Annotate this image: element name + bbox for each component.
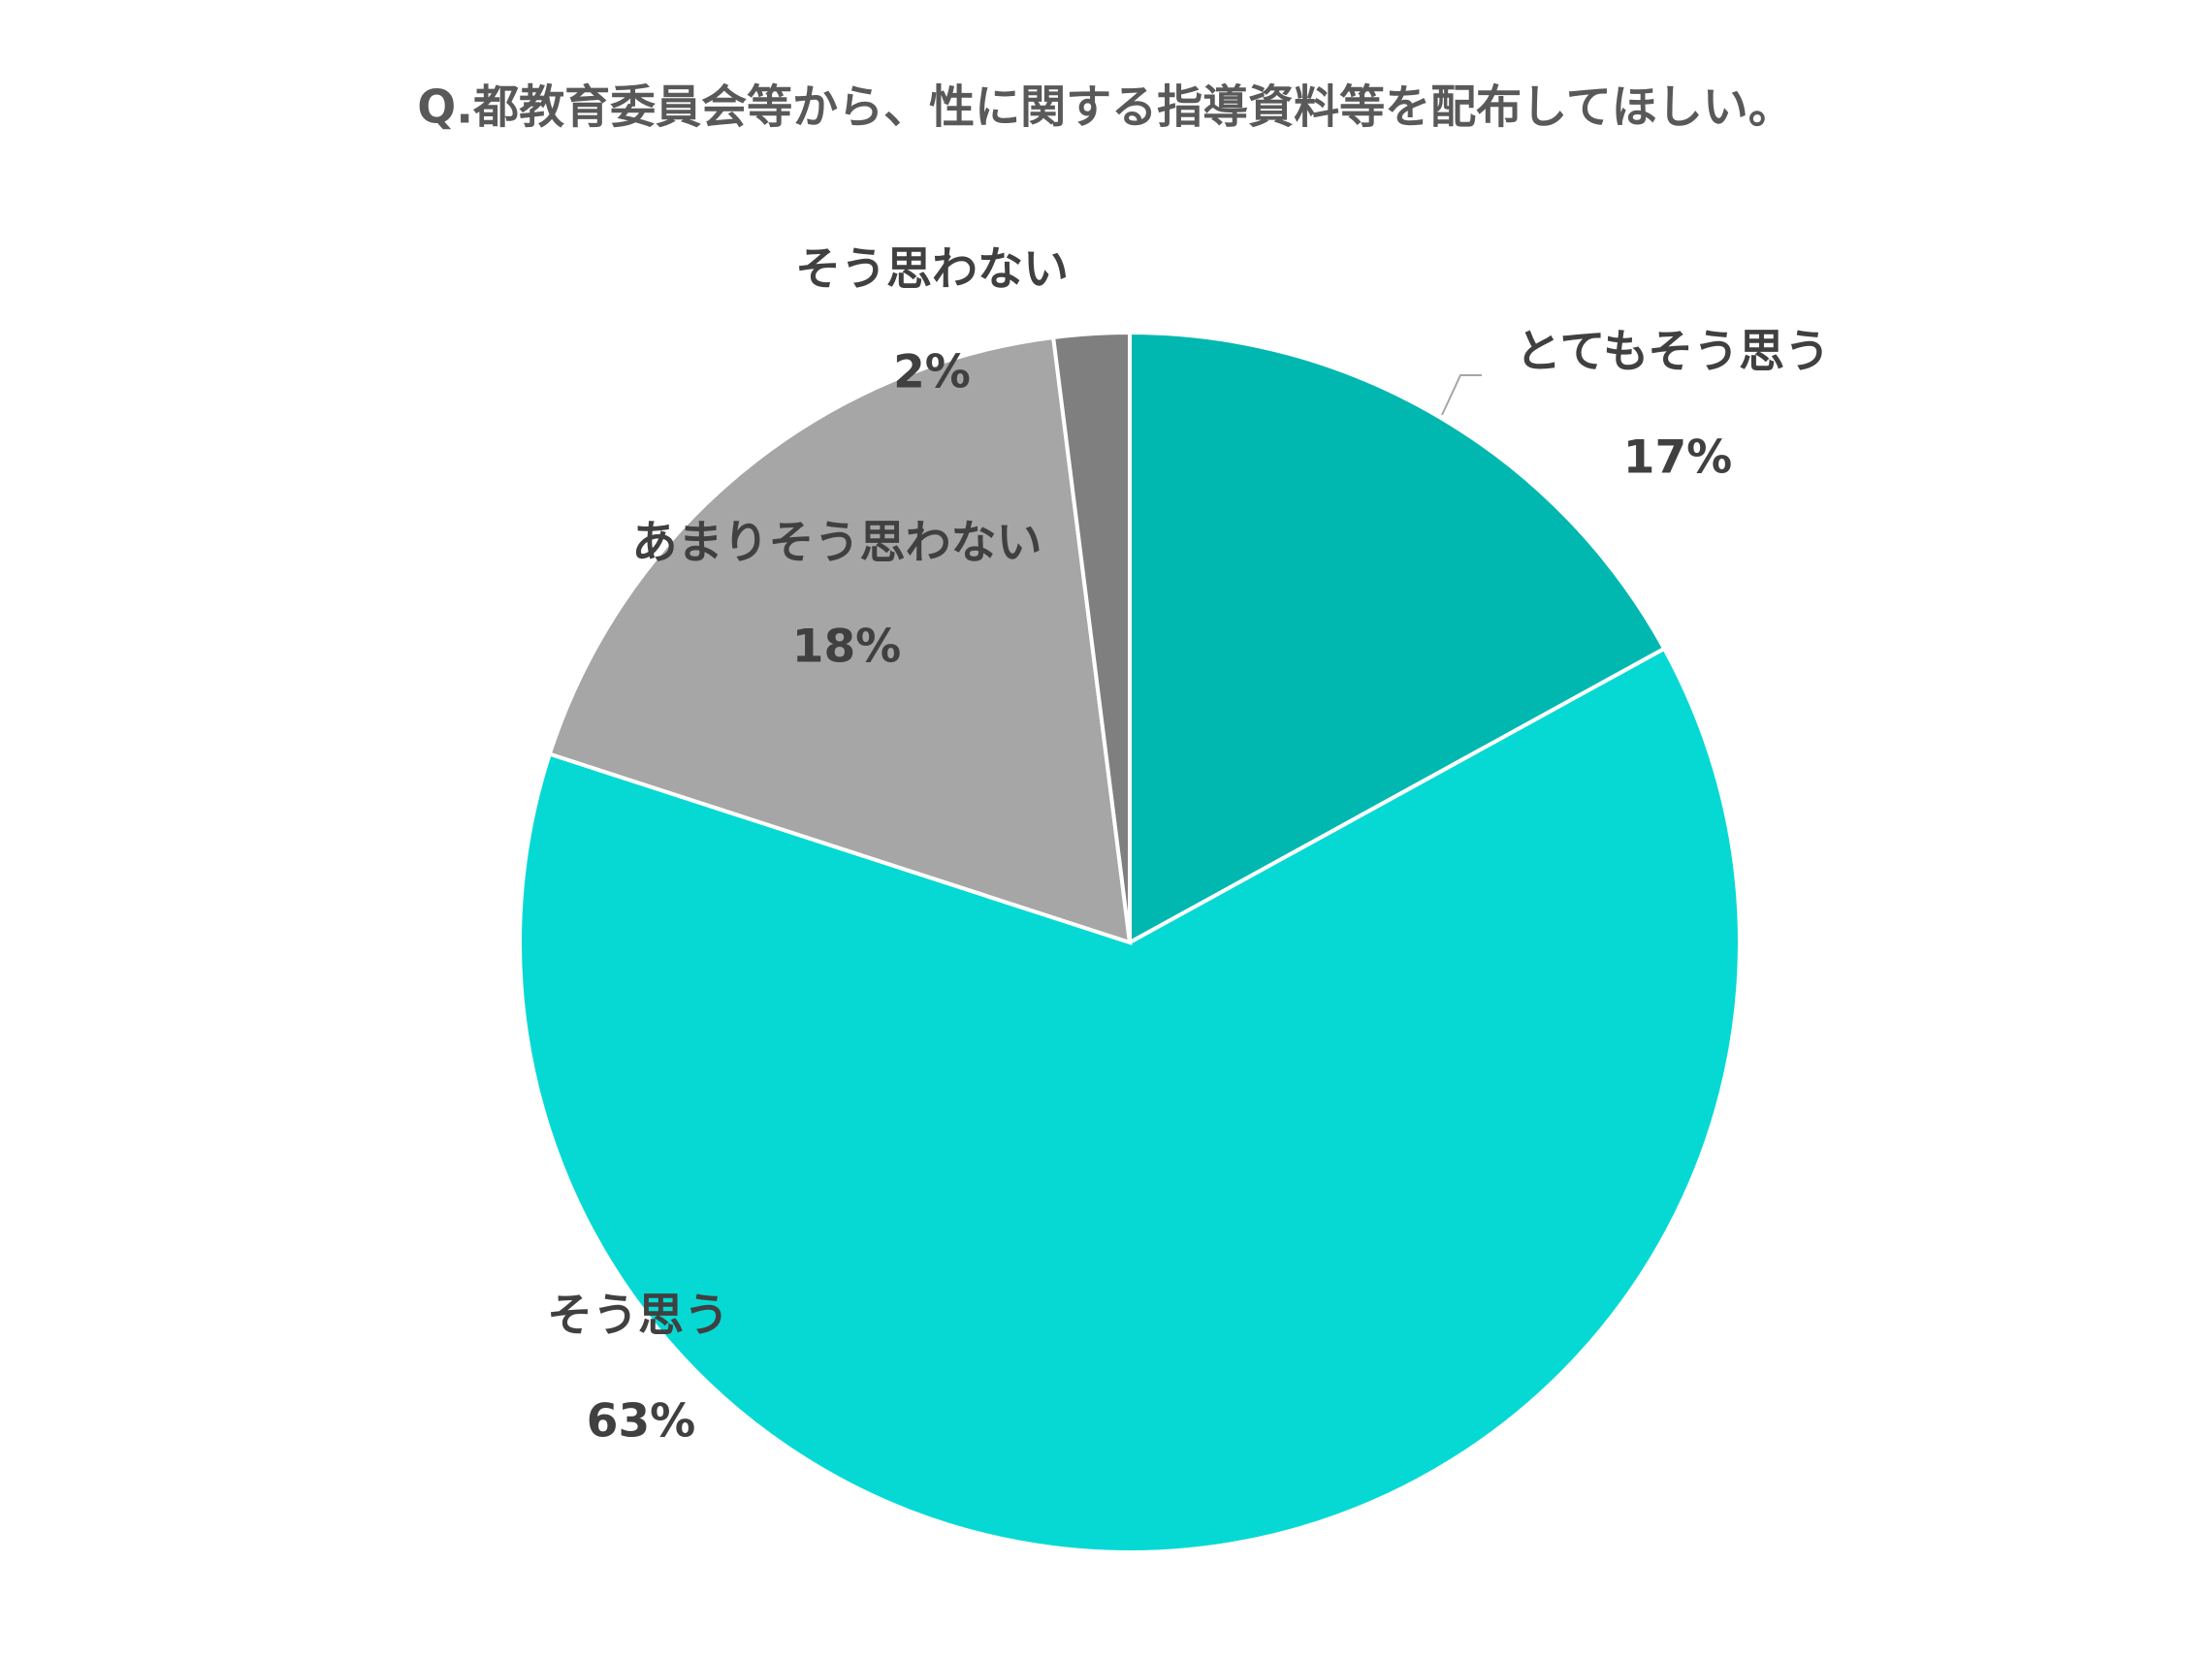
chart-title: Q.都教育委員会等から、性に関する指導資料等を配布してほしい。 — [417, 81, 1793, 135]
slice-value-label: 17% — [1623, 431, 1733, 485]
slice-category-label: とてもそう思う — [1516, 326, 1830, 379]
slice-category-label: あまりそう思わない — [632, 517, 1042, 570]
slice-value-label: 2% — [893, 346, 971, 399]
pie-slice — [1050, 330, 1132, 943]
leader-line — [1441, 374, 1482, 416]
slice-category-label: そう思わない — [795, 243, 1069, 297]
pie-slice — [1128, 330, 1667, 946]
slices — [518, 330, 1742, 1554]
pie-slice — [547, 335, 1133, 945]
slice-value-label: 18% — [792, 621, 902, 674]
pie-slice — [518, 646, 1742, 1554]
slice-value-label: 63% — [587, 1395, 696, 1449]
slice-category-label: そう思う — [547, 1290, 729, 1343]
